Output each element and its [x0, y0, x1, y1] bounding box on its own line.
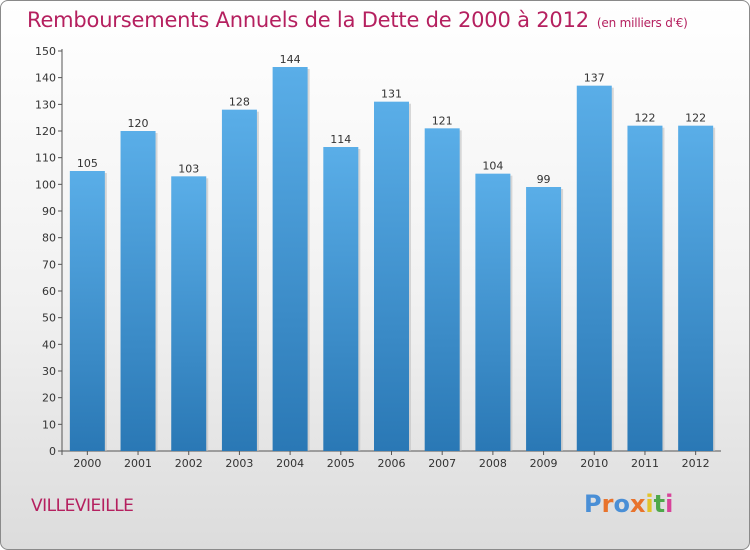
y-tick-label: 50 — [42, 312, 56, 325]
y-tick-label: 130 — [35, 98, 56, 111]
x-tick-label: 2010 — [580, 457, 608, 470]
logo-letter: P — [584, 490, 602, 518]
bar-value-label: 122 — [634, 112, 655, 125]
x-tick-label: 2012 — [682, 457, 710, 470]
y-tick-label: 140 — [35, 72, 56, 85]
y-tick-label: 150 — [35, 45, 56, 58]
bar — [475, 173, 511, 451]
x-tick-label: 2003 — [225, 457, 253, 470]
bar-value-label: 114 — [330, 133, 351, 146]
x-tick-label: 2006 — [378, 457, 406, 470]
bar-value-label: 131 — [381, 88, 402, 101]
bar-value-label: 99 — [537, 173, 551, 186]
bar-value-label: 120 — [128, 117, 149, 130]
logo-letter: t — [653, 490, 666, 518]
bar — [576, 85, 612, 452]
logo-letter: i — [645, 490, 654, 518]
bar-value-label: 104 — [482, 160, 503, 173]
bar — [69, 171, 105, 451]
bar-value-label: 121 — [432, 114, 453, 127]
y-tick-label: 20 — [42, 392, 56, 405]
y-tick-label: 100 — [35, 178, 56, 191]
proxiti-logo: Proxiti — [584, 490, 673, 518]
chart-unit: (en milliers d'€) — [596, 16, 688, 30]
logo-letter: x — [629, 490, 646, 518]
y-tick-label: 80 — [42, 232, 56, 245]
bar — [120, 131, 156, 451]
bar — [323, 147, 359, 451]
chart-title-text: Remboursements Annuels de la Dette de 20… — [27, 8, 589, 32]
bar-value-label: 128 — [229, 96, 250, 109]
bar-value-label: 122 — [685, 112, 706, 125]
x-tick-label: 2008 — [479, 457, 507, 470]
x-tick-label: 2004 — [276, 457, 304, 470]
bar-value-label: 144 — [280, 53, 301, 66]
y-tick-label: 90 — [42, 205, 56, 218]
bar — [171, 176, 207, 452]
bar — [627, 125, 663, 452]
y-tick-label: 70 — [42, 258, 56, 271]
bar — [374, 101, 409, 452]
bar — [678, 125, 714, 452]
y-tick-label: 40 — [42, 338, 56, 351]
y-tick-label: 10 — [42, 418, 56, 431]
logo-letter: i — [665, 490, 674, 518]
x-tick-label: 2007 — [428, 457, 456, 470]
bar-value-label: 137 — [584, 72, 605, 85]
x-tick-label: 2001 — [124, 457, 152, 470]
x-tick-label: 2000 — [73, 457, 101, 470]
y-tick-label: 30 — [42, 365, 56, 378]
bar-value-label: 103 — [178, 162, 199, 175]
logo-letter: r — [601, 490, 614, 518]
bar-value-label: 105 — [77, 157, 98, 170]
x-tick-label: 2009 — [530, 457, 558, 470]
y-tick-label: 60 — [42, 285, 56, 298]
x-tick-label: 2011 — [631, 457, 659, 470]
y-tick-label: 0 — [49, 445, 56, 458]
y-tick-label: 110 — [35, 152, 56, 165]
commune-name: VILLEVIEILLE — [31, 496, 134, 516]
bar — [424, 128, 460, 451]
bar — [526, 187, 562, 451]
x-tick-label: 2002 — [175, 457, 203, 470]
logo-letter: o — [613, 490, 630, 518]
bar — [272, 67, 308, 451]
chart-title: Remboursements Annuels de la Dette de 20… — [27, 8, 688, 32]
bar — [221, 109, 257, 452]
y-tick-label: 120 — [35, 125, 56, 138]
x-tick-label: 2005 — [327, 457, 355, 470]
